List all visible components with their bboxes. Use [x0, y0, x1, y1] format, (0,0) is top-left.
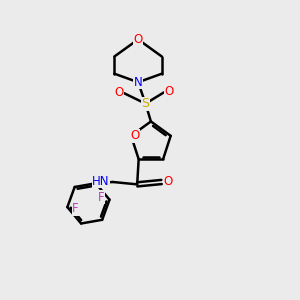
- Text: O: O: [130, 129, 139, 142]
- Text: O: O: [134, 33, 143, 46]
- Text: F: F: [98, 191, 104, 204]
- Text: F: F: [72, 202, 79, 215]
- Text: HN: HN: [92, 175, 110, 188]
- Text: O: O: [114, 86, 123, 99]
- Text: N: N: [134, 76, 142, 89]
- Text: O: O: [165, 85, 174, 98]
- Text: S: S: [142, 97, 149, 110]
- Text: O: O: [164, 176, 173, 188]
